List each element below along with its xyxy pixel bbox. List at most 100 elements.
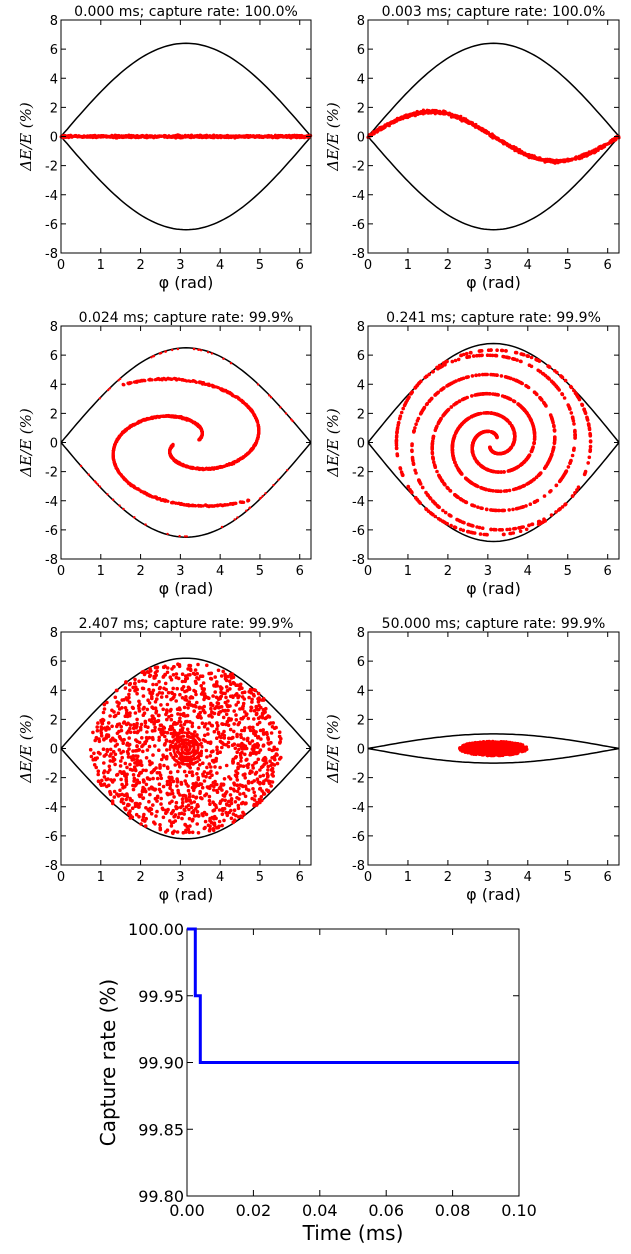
particle-dot: [570, 411, 574, 415]
particle-dot: [572, 422, 576, 426]
particle-dot: [451, 444, 455, 448]
particle-dot: [519, 381, 523, 385]
particle-dot: [107, 389, 109, 391]
particle-dot: [524, 384, 528, 388]
particle-dot: [264, 492, 266, 494]
particle-dot: [106, 135, 109, 138]
particle-dot: [530, 365, 534, 369]
particle-dot: [474, 374, 478, 378]
particle-dot: [211, 352, 213, 354]
particle-dot: [434, 429, 438, 433]
particle-dot: [569, 385, 573, 389]
particle-dot: [461, 520, 465, 524]
particle-dot: [270, 731, 274, 735]
x-tick-label: 4: [524, 258, 532, 273]
particle-dot: [149, 417, 152, 420]
particle-dot: [478, 373, 482, 377]
x-tick-label: 6: [296, 258, 304, 273]
particle-dot: [514, 527, 518, 531]
particle-dot: [110, 135, 113, 138]
particle-dot: [221, 526, 223, 528]
particle-dot: [247, 499, 250, 502]
particle-dot: [82, 136, 85, 139]
particle-dot: [150, 356, 152, 358]
particle-dot: [412, 429, 416, 433]
particle-dot: [469, 531, 473, 535]
particle-dot: [485, 508, 489, 512]
particle-dot: [109, 387, 111, 389]
particle-dot: [398, 417, 402, 421]
particle-dot: [135, 381, 138, 384]
particle-dot: [197, 467, 200, 470]
particle-dot: [226, 463, 229, 466]
particle-dot: [489, 528, 493, 532]
particle-dot: [484, 533, 488, 537]
particle-dot: [98, 135, 101, 138]
particle-dot: [198, 381, 201, 384]
particle-dot: [96, 773, 100, 777]
particle-dot: [172, 501, 175, 504]
particle-dot: [589, 434, 593, 438]
particle-dot: [64, 136, 67, 139]
particle-dot: [559, 374, 563, 378]
particle-dot: [173, 458, 176, 461]
particle-dot: [493, 451, 497, 455]
particle-dot: [133, 516, 135, 518]
particle-dot: [586, 461, 590, 465]
particle-dot: [239, 500, 242, 503]
particle-dot: [490, 469, 494, 473]
particle-dot: [156, 378, 159, 381]
particle-dot: [244, 135, 247, 138]
particle-dot: [533, 435, 537, 439]
particle-dot: [395, 431, 399, 435]
particle-dot: [122, 383, 125, 386]
particle-dot: [146, 708, 150, 712]
particle-dot: [494, 528, 498, 532]
particle-dot: [606, 142, 609, 145]
y-tick-label: -6: [352, 524, 365, 539]
particle-dot: [164, 378, 167, 381]
particle-dot: [185, 465, 188, 468]
particle-dot: [529, 418, 533, 422]
particle-dot: [152, 355, 154, 357]
particle-dot: [465, 352, 469, 356]
particle-dot: [437, 391, 441, 395]
y-tick-label: -2: [352, 466, 365, 481]
particle-distribution: [80, 348, 294, 538]
particle-dot: [508, 532, 512, 536]
particle-dot: [535, 393, 539, 397]
particle-dot: [410, 490, 414, 494]
particle-dot: [513, 435, 517, 439]
particle-dot: [443, 483, 447, 487]
x-tick-label: 3: [176, 258, 184, 273]
y-tick-label: 0: [357, 131, 365, 146]
particle-dot: [563, 159, 566, 162]
particle-dot: [515, 379, 519, 383]
particle-dot: [430, 397, 434, 401]
particle-dot: [177, 461, 180, 464]
particle-distribution: [366, 109, 620, 165]
particle-dot: [92, 752, 96, 756]
particle-dot: [513, 400, 517, 404]
particle-dot: [399, 116, 402, 119]
particle-dot: [510, 424, 514, 428]
particle-dot: [230, 462, 233, 465]
particle-dot: [405, 113, 408, 116]
particle-dot: [504, 375, 508, 379]
particle-dot: [512, 145, 515, 148]
panel-title: 0.241 ms; capture rate: 99.9%: [386, 310, 601, 326]
particle-dot: [500, 528, 504, 532]
particle-dot: [440, 365, 444, 369]
particle-dot: [588, 428, 592, 432]
particle-dot: [172, 415, 175, 418]
axes-frame: [368, 326, 619, 559]
particle-dot: [398, 466, 402, 470]
particle-dot: [512, 531, 516, 535]
particle-dot: [185, 135, 188, 138]
particle-dot: [119, 378, 121, 380]
particle-dot: [465, 418, 469, 422]
particle-dot: [136, 488, 139, 491]
particle-dot: [422, 407, 426, 411]
